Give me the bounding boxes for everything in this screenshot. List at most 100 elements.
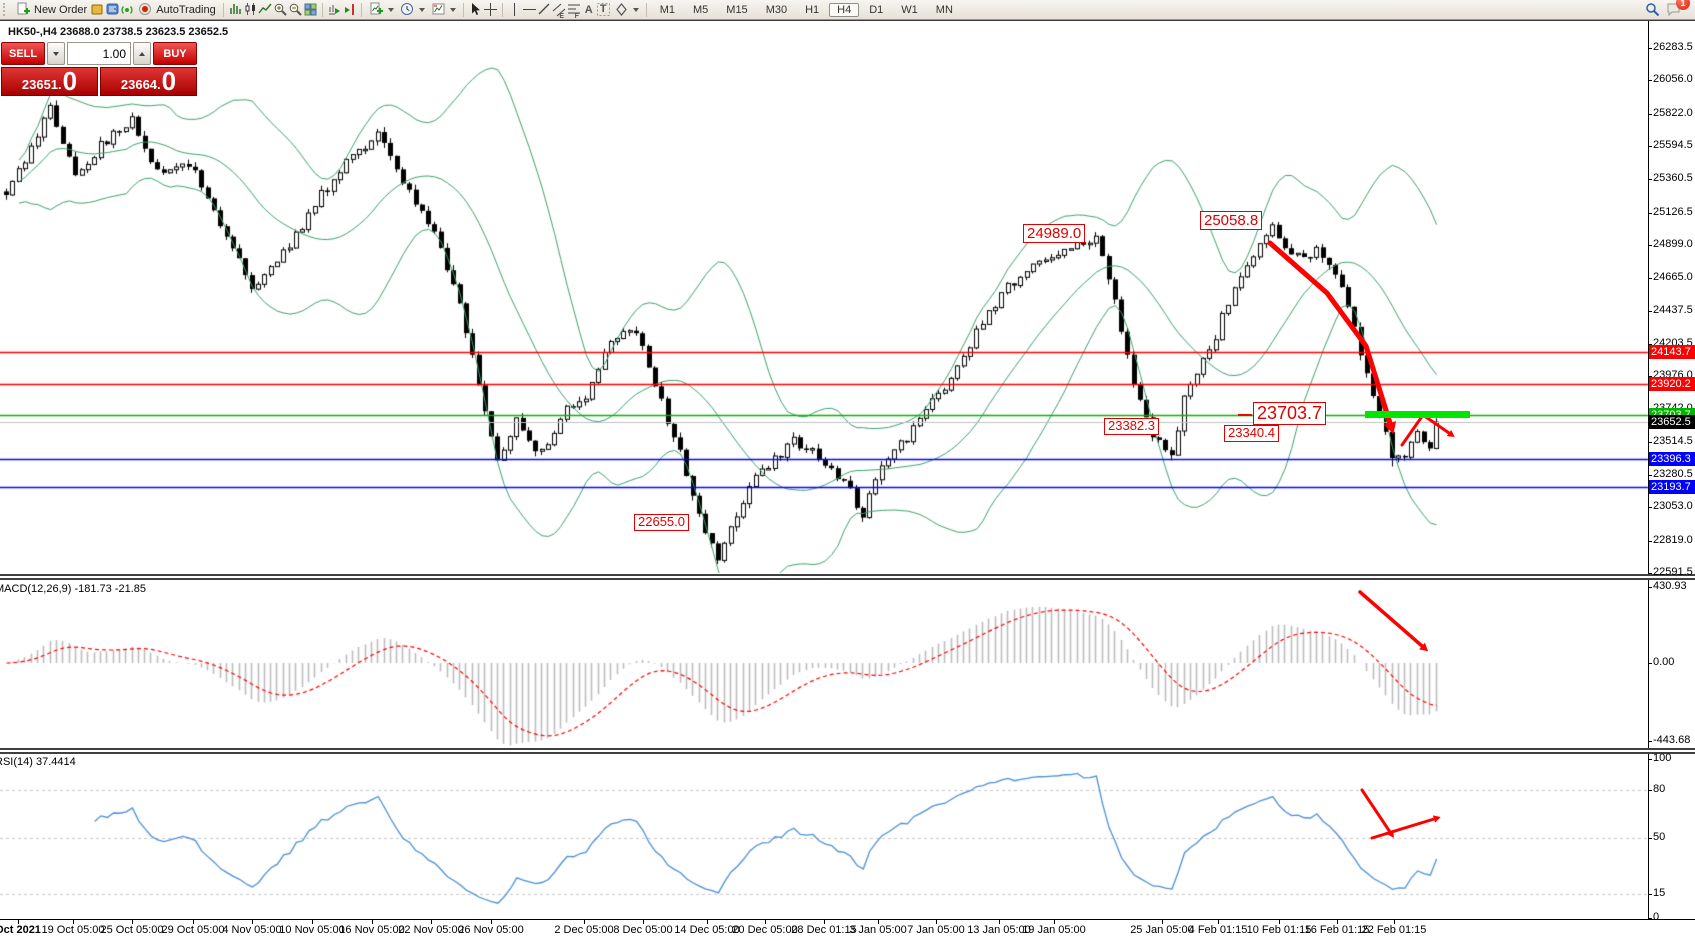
volume-decrease-button[interactable] xyxy=(47,42,65,65)
chart-shift-icon[interactable] xyxy=(342,2,357,17)
auto-scroll-icon[interactable] xyxy=(327,2,342,17)
time-tick xyxy=(132,920,133,924)
channel-glyph: E xyxy=(559,13,565,20)
time-tick xyxy=(824,920,825,924)
text-label-glyph: T xyxy=(599,3,607,15)
time-tick xyxy=(707,920,708,924)
price-axis[interactable] xyxy=(1648,21,1695,919)
timeframe-m5[interactable]: M5 xyxy=(693,3,709,16)
candlestick-chart-icon[interactable] xyxy=(243,2,258,17)
signals-icon[interactable] xyxy=(120,2,135,17)
time-tick xyxy=(193,920,194,924)
time-label: 3 Jan 05:00 xyxy=(849,924,907,936)
time-tick xyxy=(491,920,492,924)
price-tick-label: 25822.0 xyxy=(1648,106,1693,119)
new-order-button[interactable]: New Order xyxy=(13,1,90,18)
chart-canvas[interactable] xyxy=(0,21,1695,938)
price-tick-label: 23053.0 xyxy=(1648,500,1693,513)
toolbar-grip[interactable] xyxy=(3,3,9,16)
time-tick xyxy=(1337,920,1338,924)
time-label: 14 Dec 05:00 xyxy=(674,924,740,936)
time-tick xyxy=(1162,920,1163,924)
bar-chart-icon[interactable] xyxy=(228,2,243,17)
zoom-in-icon[interactable] xyxy=(273,2,288,17)
timeframe-d1[interactable]: D1 xyxy=(869,3,884,16)
notification-badge: 1 xyxy=(1676,0,1690,10)
sell-button[interactable]: SELL xyxy=(1,42,45,65)
time-label: 25 Jan 05:00 xyxy=(1130,924,1194,936)
price-level-badge: 24143.7 xyxy=(1649,345,1695,360)
macd-label: MACD(12,26,9) -181.73 -21.85 xyxy=(0,583,147,595)
time-label: 13 Jan 05:00 xyxy=(967,924,1031,936)
timeframe-m30[interactable]: M30 xyxy=(765,3,788,16)
price-tick-label: 22591.5 xyxy=(1648,566,1693,578)
price-callout[interactable]: 23703.7 xyxy=(1253,402,1327,425)
template-icon xyxy=(431,2,446,17)
chart-window: HK50-,H4 23688.0 23738.5 23623.5 23652.5… xyxy=(0,21,1695,938)
timeframe-h4[interactable]: H4 xyxy=(829,2,860,17)
arrows-button[interactable] xyxy=(611,1,642,18)
timeframe-m15[interactable]: M15 xyxy=(726,3,748,16)
clock-icon xyxy=(400,2,415,17)
zoom-out-icon[interactable] xyxy=(288,2,303,17)
sell-price-big-digit: 0 xyxy=(62,66,78,96)
line-chart-icon[interactable] xyxy=(258,2,273,17)
time-tick xyxy=(312,920,313,924)
cursor-icon[interactable] xyxy=(468,2,483,17)
price-tick-label: 25360.5 xyxy=(1648,172,1693,185)
metaeditor-icon[interactable] xyxy=(105,2,120,17)
price-callout[interactable]: 24989.0 xyxy=(1023,224,1086,244)
sell-price-main: 23651. xyxy=(21,77,62,92)
buy-price-display[interactable]: 23664. 0 xyxy=(100,67,197,96)
volume-increase-button[interactable] xyxy=(133,42,151,65)
volume-input[interactable] xyxy=(67,42,131,65)
vertical-line-icon[interactable] xyxy=(507,2,522,17)
timeframe-mn[interactable]: MN xyxy=(935,3,953,16)
macd-tick-label: 0.00 xyxy=(1647,656,1675,668)
new-chart-button[interactable] xyxy=(366,1,397,18)
pane-separator-macd[interactable] xyxy=(0,574,1695,580)
text-label-icon[interactable]: T xyxy=(596,2,611,17)
time-tick xyxy=(252,920,253,924)
time-tick xyxy=(643,920,644,924)
price-tick-label: 26056.0 xyxy=(1648,73,1693,86)
trendline-icon[interactable] xyxy=(537,2,552,17)
price-callout[interactable]: 22655.0 xyxy=(634,514,689,531)
price-callout[interactable]: 23340.4 xyxy=(1224,425,1279,442)
time-label: 4 Nov 05:00 xyxy=(222,924,282,936)
horizontal-line-icon[interactable] xyxy=(522,2,537,17)
buy-button[interactable]: BUY xyxy=(153,42,197,65)
time-label: 7 Jan 05:00 xyxy=(907,924,965,936)
price-callout[interactable]: 25058.8 xyxy=(1200,211,1263,231)
periods-button[interactable] xyxy=(397,1,428,18)
timeframe-group: M1 M5 M15 M30 H1 H4 D1 W1 MN xyxy=(651,2,962,17)
sell-price-display[interactable]: 23651. 0 xyxy=(1,67,98,96)
crosshair-icon[interactable] xyxy=(483,2,498,17)
time-label: 8 Dec 05:00 xyxy=(613,924,673,936)
pane-separator-rsi[interactable] xyxy=(0,748,1695,754)
notifications-button[interactable]: 1 xyxy=(1666,0,1690,19)
highlight-level-bar[interactable] xyxy=(1365,411,1470,419)
buy-price-big-digit: 0 xyxy=(161,66,177,96)
equidistant-channel-icon[interactable]: E xyxy=(552,2,567,20)
price-callout[interactable]: 23382.3 xyxy=(1104,418,1159,435)
time-tick xyxy=(765,920,766,924)
text-icon[interactable]: A xyxy=(584,3,593,16)
market-icon[interactable] xyxy=(90,2,105,17)
fibonacci-icon[interactable]: F xyxy=(567,2,582,20)
fibonacci-glyph: F xyxy=(574,13,579,20)
time-label: 19 Jan 05:00 xyxy=(1022,924,1086,936)
autotrading-icon xyxy=(138,2,153,17)
templates-button[interactable] xyxy=(428,1,459,18)
timeframe-m1[interactable]: M1 xyxy=(659,3,675,16)
time-tick xyxy=(936,920,937,924)
timeframe-w1[interactable]: W1 xyxy=(901,3,918,16)
autotrading-button[interactable]: AutoTrading xyxy=(135,1,219,18)
rsi-tick-label: 50 xyxy=(1647,831,1666,844)
search-icon[interactable] xyxy=(1645,2,1660,17)
time-label: 20 Dec 05:00 xyxy=(732,924,798,936)
tile-windows-icon[interactable] xyxy=(303,2,318,17)
timeframe-h1[interactable]: H1 xyxy=(805,3,820,16)
